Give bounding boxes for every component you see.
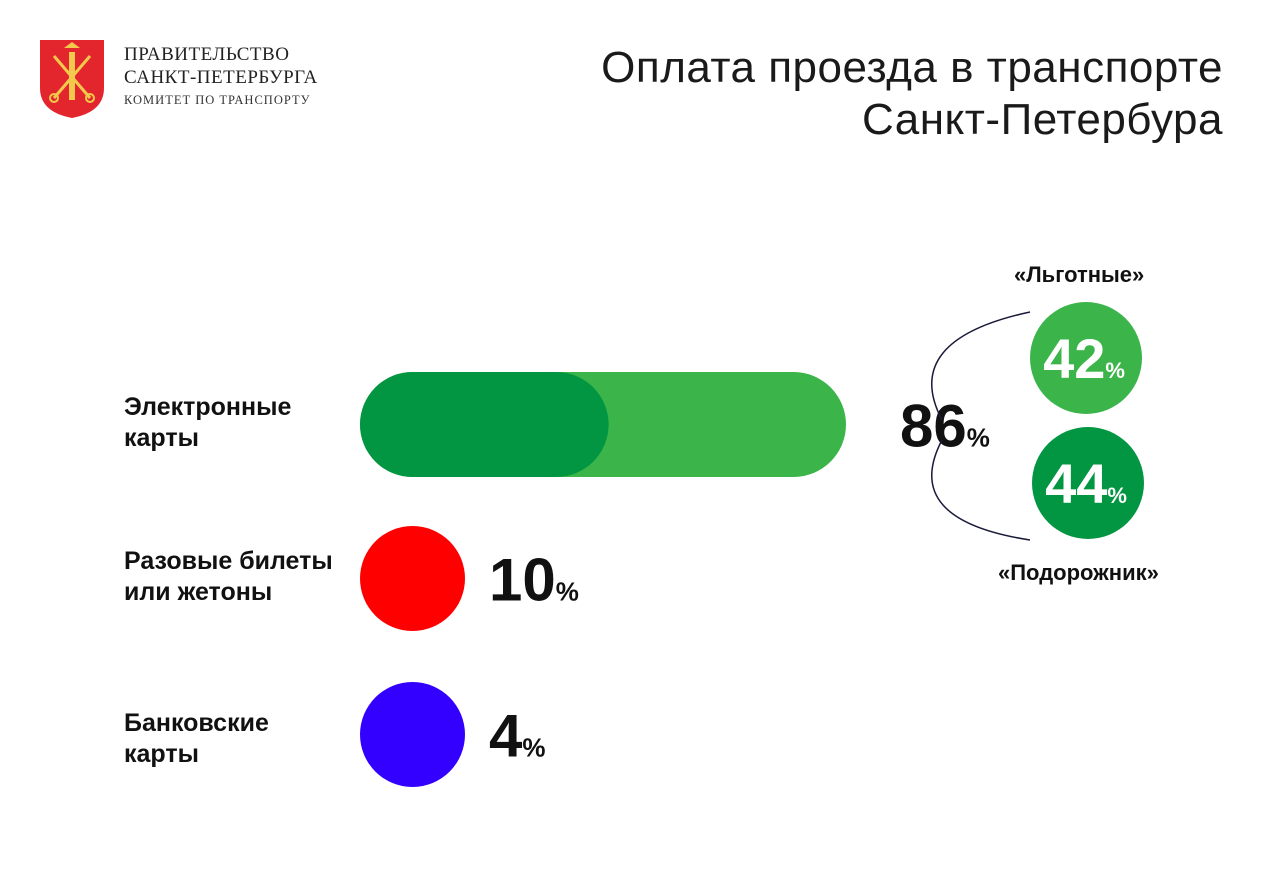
breakdown-circle-lgotnye-value: 42% — [1043, 327, 1125, 390]
breakdown-label-podorozhnik: «Подорожник» — [998, 560, 1159, 585]
value-label-single-tickets: 10% — [489, 547, 579, 614]
breakdown-bracket — [931, 311, 1031, 541]
org-name-line2: САНКТ-ПЕТЕРБУРГА — [124, 67, 318, 88]
breakdown-label-lgotnye: «Льготные» — [1014, 262, 1145, 287]
category-label-electronic: Электронные карты — [124, 393, 292, 452]
coat-of-arms-icon — [40, 40, 104, 118]
page-title-line1: Оплата проезда в транспорте — [601, 43, 1223, 92]
value-label-bank-cards: 4% — [489, 703, 546, 770]
category-label-single-tickets: Разовые билеты или жетоны — [124, 547, 333, 606]
org-name-line1: ПРАВИТЕЛЬСТВО — [124, 44, 290, 65]
page-title: Оплата проезда в транспорте Санкт-Петерб… — [601, 42, 1223, 146]
value-label-electronic: 86% — [900, 393, 990, 460]
breakdown-circle-podorozhnik — [1032, 427, 1144, 539]
breakdown-circle-podorozhnik-value: 44% — [1045, 452, 1127, 515]
bar-bank-cards — [360, 682, 465, 787]
category-label-bank-cards: Банковские карты — [124, 709, 269, 768]
logo-block: ПРАВИТЕЛЬСТВО САНКТ-ПЕТЕРБУРГА КОМИТЕТ П… — [38, 38, 338, 128]
bar-bank-cards — [360, 526, 465, 631]
breakdown-circle-lgotnye — [1030, 302, 1142, 414]
org-committee: КОМИТЕТ ПО ТРАНСПОРТУ — [124, 93, 311, 107]
bar-electronic-podorozhnik — [360, 372, 609, 477]
page-title-line2: Санкт-Петербура — [861, 95, 1223, 144]
